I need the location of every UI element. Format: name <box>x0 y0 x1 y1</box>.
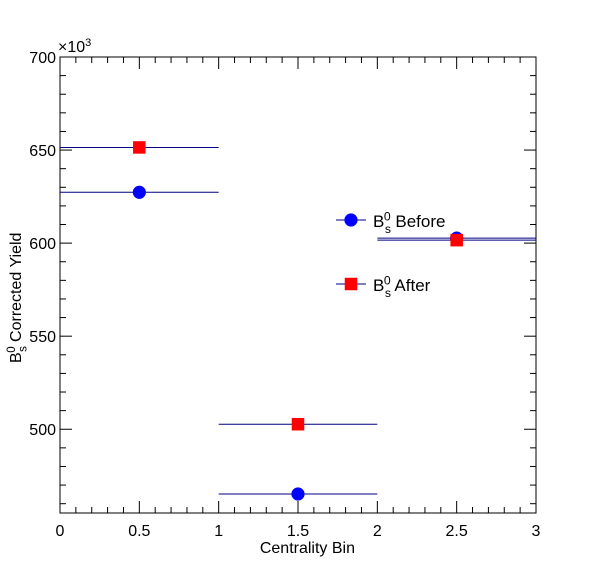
legend-label-1-subscript: s <box>385 286 391 300</box>
x-tick-label-1: 0.5 <box>128 523 150 540</box>
axis-exponent-superscript: 3 <box>85 37 91 49</box>
legend-label-0: Bs0 Before <box>373 210 445 236</box>
legend-label-0-superscript: 0 <box>384 210 391 224</box>
legend-label-1-text: After <box>391 276 431 295</box>
legend-label-0-base: B <box>373 212 384 231</box>
y-tick-label-3: 650 <box>29 143 56 160</box>
legend-label-0-text: Before <box>391 212 446 231</box>
x-tick-label-6: 3 <box>532 523 541 540</box>
axis-exponent-base: ×10 <box>58 39 85 56</box>
legend-label-1-base: B <box>373 276 384 295</box>
y-tick-label-2: 600 <box>29 236 56 253</box>
y-tick-label-0: 500 <box>29 422 56 439</box>
y-axis-label-subscript: s <box>17 346 29 352</box>
y-tick-label-4: 700 <box>29 50 56 67</box>
x-axis-label: Centrality Bin <box>260 540 355 557</box>
legend-marker-1 <box>344 277 358 291</box>
y-axis-label-base: B <box>8 352 25 363</box>
series-1-point-0 <box>133 141 146 154</box>
y-axis-label: Bs0 Corrected Yield <box>6 233 30 363</box>
axis-exponent-label: ×103 <box>58 37 91 56</box>
y-tick-label-1: 550 <box>29 329 56 346</box>
x-tick-label-5: 2.5 <box>446 523 468 540</box>
x-tick-label-0: 0 <box>56 523 65 540</box>
legend-label-0-subscript: s <box>385 222 391 236</box>
series-1-point-2 <box>450 233 463 247</box>
series-1-point-1 <box>291 417 305 431</box>
y-axis-label-text: Corrected Yield <box>8 233 25 347</box>
x-tick-label-4: 2 <box>373 523 382 540</box>
legend-label-1: Bs0 After <box>373 274 431 300</box>
series-0-point-1 <box>291 487 305 501</box>
x-tick-label-3: 1.5 <box>287 523 309 540</box>
plot-layer: 0 0.5 1 1.5 2 2.5 3500550600650700×103Centrali… <box>6 37 541 557</box>
x-tick-label-2: 1 <box>214 523 223 540</box>
legend-label-1-superscript: 0 <box>384 274 391 288</box>
y-axis-label-superscript: 0 <box>6 346 18 352</box>
legend-marker-0 <box>344 213 358 227</box>
series-0-point-0 <box>132 185 146 199</box>
